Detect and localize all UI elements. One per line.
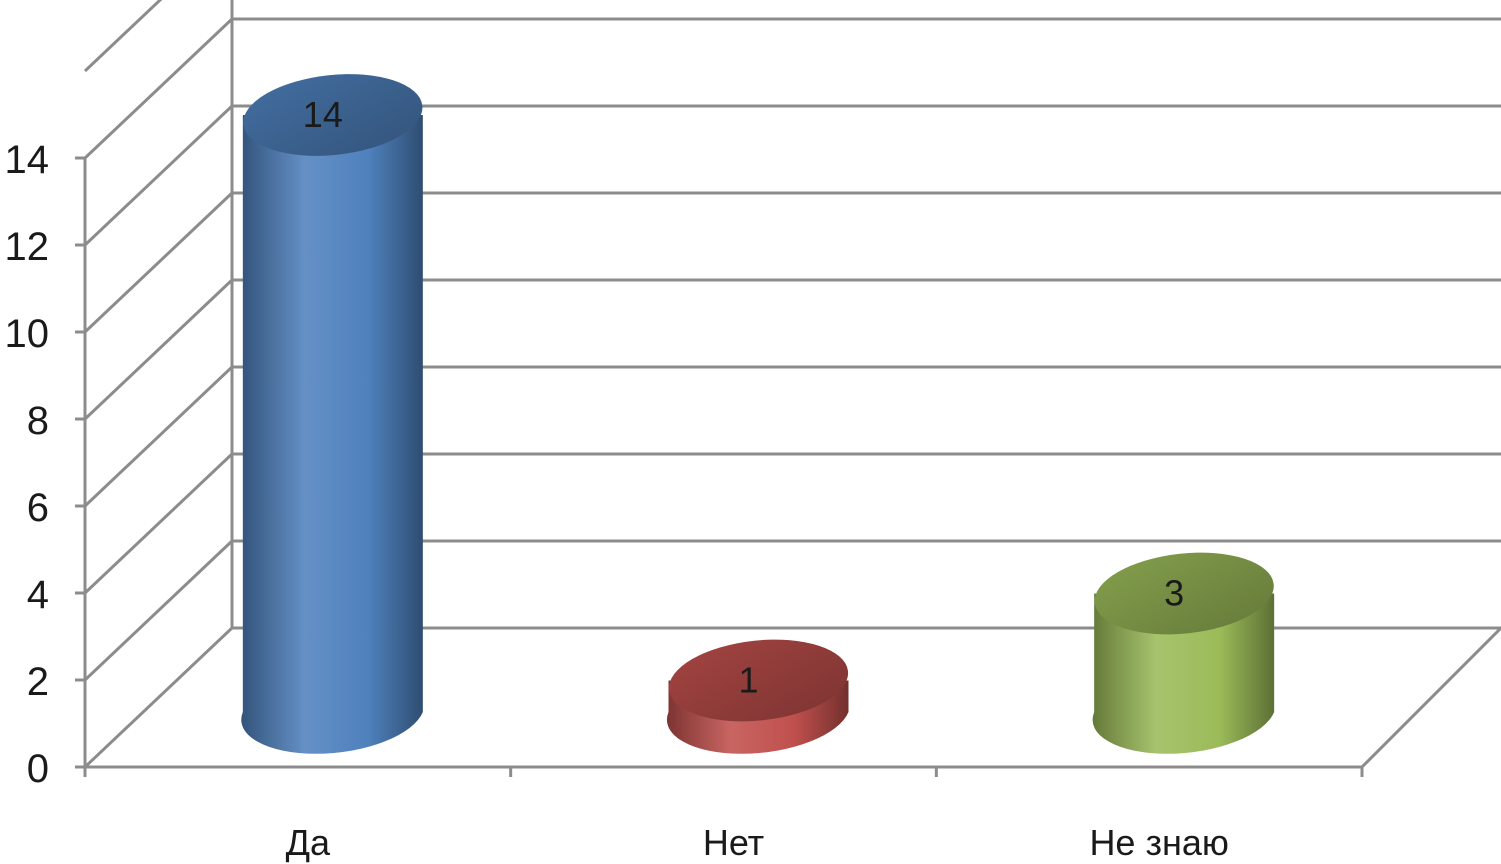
data-label: 14: [303, 94, 343, 135]
bar-body: [241, 115, 423, 754]
y-tick-label: 4: [27, 573, 49, 617]
side-wall-gridline: [83, 191, 234, 334]
side-wall-gridline: [83, 452, 234, 595]
side-wall-gridline: [83, 365, 234, 508]
side-wall-gridline: [83, 539, 234, 682]
floor-edge: [1360, 626, 1501, 769]
x-category-label: Да: [286, 822, 331, 863]
side-wall-gridline: [83, 626, 234, 769]
side-wall-gridline: [83, 0, 163, 73]
side-wall-gridline: [83, 278, 234, 421]
y-tick-label: 8: [27, 399, 49, 443]
bar-0: [241, 74, 423, 754]
bar-2: [1092, 552, 1275, 754]
bar-top: [1094, 552, 1274, 635]
bar-top: [668, 639, 849, 722]
bar-top: [243, 74, 423, 156]
bar-body: [1092, 593, 1275, 754]
side-wall-gridline: [83, 104, 234, 247]
y-tick-label: 12: [5, 225, 50, 269]
data-label: 1: [738, 660, 758, 701]
x-category-label: Не знаю: [1089, 822, 1228, 863]
y-tick-label: 2: [27, 660, 49, 704]
chart-bars: [241, 74, 1275, 754]
chart-axes: [75, 156, 1364, 777]
y-tick-label: 0: [27, 747, 49, 791]
chart-back-walls: [83, 0, 1501, 769]
x-category-label: Нет: [703, 822, 764, 863]
y-tick-label: 10: [5, 312, 50, 356]
chart-labels: 0 2 4 6 8 10 12 14 14 Да 1 Нет 3 Не знаю: [5, 94, 1229, 863]
y-tick-label: 6: [27, 486, 49, 530]
data-label: 3: [1164, 573, 1184, 614]
bar-1: [666, 639, 849, 754]
side-wall-gridline: [83, 17, 234, 160]
y-tick-label: 14: [5, 138, 50, 182]
